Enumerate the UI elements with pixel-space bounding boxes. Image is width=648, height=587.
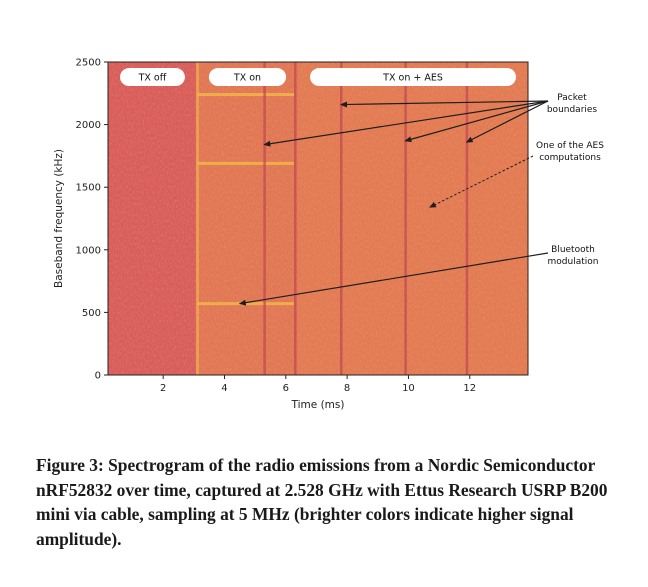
packet-boundary-stripe — [263, 62, 266, 375]
annotation-text: modulation — [548, 257, 599, 267]
axes: 2 4 6 8 10 12 0 500 1000 1500 2000 2500 Time (ms) Bas… — [53, 58, 529, 411]
annotation-arrow — [429, 155, 534, 208]
y-tick-label: 0 — [95, 371, 101, 382]
segment-pill — [310, 68, 516, 87]
spectrogram-chart: 2 4 6 8 10 12 0 500 1000 1500 2000 2500 Time (ms) Bas… — [53, 58, 604, 412]
segment-pill — [120, 68, 185, 87]
x-tick-label: 6 — [283, 383, 289, 394]
figure-caption: Figure 3: Spectrogram of the radio emiss… — [36, 455, 608, 549]
plot-frame — [107, 61, 529, 376]
plot-area — [108, 62, 529, 375]
x-tick-label: 12 — [463, 383, 476, 394]
y-tick-label: 1500 — [76, 183, 101, 194]
spectral-line — [196, 161, 295, 165]
annotation-arrow — [465, 100, 549, 143]
y-tick-label: 2500 — [76, 58, 101, 69]
segment-label: TX on — [233, 73, 261, 84]
x-tick-label: 2 — [160, 383, 166, 394]
y-tick-label: 500 — [82, 308, 101, 319]
x-tick-label: 8 — [344, 383, 350, 394]
y-axis-label: Baseband frequency (kHz) — [53, 149, 65, 288]
annotation-text: One of the AES — [536, 141, 604, 151]
y-tick-label: 2000 — [76, 120, 101, 131]
packet-boundary-stripe — [465, 62, 469, 375]
annotation-text: Bluetooth — [551, 245, 595, 255]
annotation-arrow — [263, 100, 549, 147]
packet-boundary-stripe — [404, 62, 407, 375]
annotation-arrow — [238, 252, 549, 306]
spectrogram-noise — [108, 62, 528, 375]
packet-boundary-stripe — [339, 62, 343, 375]
spectral-line — [196, 93, 295, 97]
spectrogram-aes-region — [298, 62, 528, 375]
x-tick-label: 4 — [221, 383, 227, 394]
annotations: Packet boundaries One of the AES computatio… — [238, 93, 604, 306]
annotation-text: computations — [539, 153, 601, 163]
y-tick-label: 1000 — [76, 245, 101, 256]
annotation-text: boundaries — [547, 105, 598, 115]
segment-label: TX on + AES — [382, 73, 443, 84]
annotation-text: Packet — [557, 93, 587, 103]
annotation-arrow — [339, 100, 549, 108]
segment-pill — [208, 68, 287, 87]
tx-on-edge — [195, 62, 199, 375]
segment-labels: TX off TX on TX on + AES — [120, 68, 516, 87]
x-axis-label: Time (ms) — [291, 399, 345, 411]
annotation-arrow — [404, 100, 549, 143]
segment-label: TX off — [138, 73, 167, 84]
x-tick-label: 10 — [402, 383, 415, 394]
packet-boundary-stripe — [294, 62, 297, 375]
